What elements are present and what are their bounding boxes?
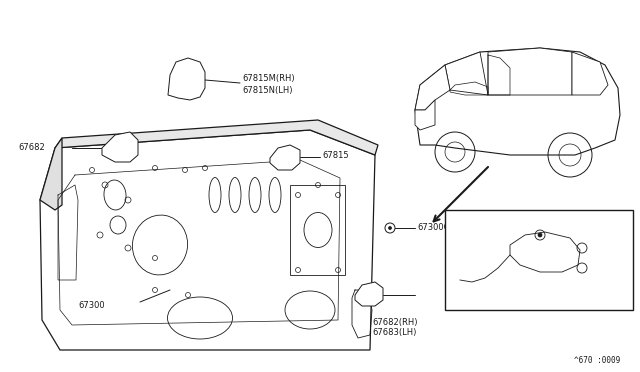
Polygon shape <box>488 48 572 95</box>
Text: 67682: 67682 <box>18 142 45 151</box>
Circle shape <box>538 233 542 237</box>
Text: 67870: 67870 <box>450 250 477 259</box>
Text: 67815: 67815 <box>322 151 349 160</box>
Polygon shape <box>415 100 435 130</box>
Text: 67300C: 67300C <box>417 222 449 231</box>
Polygon shape <box>168 58 205 100</box>
Bar <box>445 210 633 310</box>
Text: ^670 :0009: ^670 :0009 <box>573 356 620 365</box>
Text: 67683(LH): 67683(LH) <box>372 328 417 337</box>
Polygon shape <box>40 130 375 350</box>
Bar <box>290 185 345 275</box>
Polygon shape <box>355 282 383 306</box>
Text: 67682(RH): 67682(RH) <box>372 317 417 327</box>
Polygon shape <box>510 232 580 272</box>
Polygon shape <box>572 52 608 95</box>
Polygon shape <box>415 65 450 110</box>
Polygon shape <box>40 138 62 210</box>
Text: 67815M(RH): 67815M(RH) <box>242 74 294 83</box>
Polygon shape <box>270 145 300 170</box>
Circle shape <box>388 227 392 230</box>
Polygon shape <box>415 48 620 155</box>
Polygon shape <box>55 120 378 155</box>
Text: 67815N(LH): 67815N(LH) <box>242 86 292 94</box>
Text: Ⓑ 08116-82037: Ⓑ 08116-82037 <box>460 215 524 224</box>
Polygon shape <box>102 132 138 162</box>
Polygon shape <box>445 52 488 95</box>
Text: 67300: 67300 <box>78 301 104 310</box>
Text: Ⓢ 08363-61638: Ⓢ 08363-61638 <box>490 291 554 299</box>
